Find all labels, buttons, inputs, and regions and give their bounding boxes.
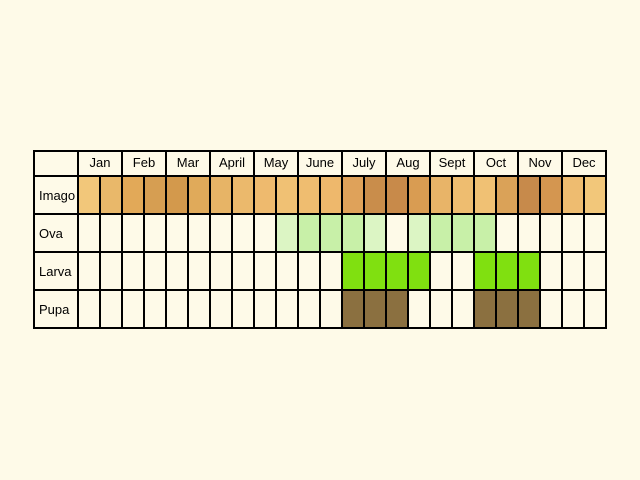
grid-lines xyxy=(33,150,607,329)
stage-cell-imago-0 xyxy=(78,176,101,214)
month-label: Oct xyxy=(486,155,507,170)
stage-cell-imago-11 xyxy=(320,176,343,214)
month-label: Aug xyxy=(396,155,419,170)
stage-cell-imago-16 xyxy=(430,176,453,214)
stage-cell-ova-10 xyxy=(298,214,321,252)
month-label: Mar xyxy=(177,155,200,170)
stage-cell-imago-13 xyxy=(364,176,387,214)
stage-cell-imago-6 xyxy=(210,176,233,214)
stage-cell-pupa-20 xyxy=(518,290,541,328)
month-label: Dec xyxy=(572,155,596,170)
stage-fill-layer xyxy=(78,176,607,328)
stage-cell-larva-12 xyxy=(342,252,365,290)
stage-cell-pupa-12 xyxy=(342,290,365,328)
stage-cell-pupa-13 xyxy=(364,290,387,328)
stage-cell-imago-17 xyxy=(452,176,475,214)
stage-cell-larva-15 xyxy=(408,252,431,290)
stage-cell-imago-21 xyxy=(540,176,563,214)
stage-cell-ova-17 xyxy=(452,214,475,252)
stage-cell-imago-5 xyxy=(188,176,211,214)
stage-cell-ova-13 xyxy=(364,214,387,252)
stage-cell-imago-1 xyxy=(100,176,123,214)
stage-cell-imago-19 xyxy=(496,176,519,214)
stage-cell-imago-4 xyxy=(166,176,189,214)
stage-cell-imago-18 xyxy=(474,176,497,214)
stage-cell-imago-7 xyxy=(232,176,255,214)
stage-label-pupa: Pupa xyxy=(39,302,70,317)
stage-cell-ova-16 xyxy=(430,214,453,252)
stage-cell-ova-12 xyxy=(342,214,365,252)
stage-cell-larva-18 xyxy=(474,252,497,290)
stage-cell-imago-12 xyxy=(342,176,365,214)
stage-cell-ova-9 xyxy=(276,214,299,252)
stage-cell-larva-14 xyxy=(386,252,409,290)
month-label: Sept xyxy=(439,155,466,170)
stage-cell-ova-11 xyxy=(320,214,343,252)
stage-label-ova: Ova xyxy=(39,226,64,241)
stage-cell-imago-23 xyxy=(584,176,607,214)
stage-cell-imago-22 xyxy=(562,176,585,214)
month-label: July xyxy=(352,155,376,170)
stage-label-imago: Imago xyxy=(39,188,75,203)
stage-cell-ova-18 xyxy=(474,214,497,252)
stage-cell-larva-19 xyxy=(496,252,519,290)
stage-cell-larva-13 xyxy=(364,252,387,290)
stage-cell-larva-20 xyxy=(518,252,541,290)
month-label: Nov xyxy=(528,155,552,170)
stage-cell-imago-3 xyxy=(144,176,167,214)
month-label: Feb xyxy=(133,155,155,170)
month-label: June xyxy=(306,155,334,170)
stage-cell-ova-15 xyxy=(408,214,431,252)
month-label: April xyxy=(219,155,245,170)
month-label: May xyxy=(264,155,289,170)
stage-cell-pupa-14 xyxy=(386,290,409,328)
stage-cell-imago-15 xyxy=(408,176,431,214)
label-layer: Jan Feb Mar April May June July Aug Sept Oct Nov De… xyxy=(39,155,596,317)
stage-cell-imago-20 xyxy=(518,176,541,214)
stage-label-larva: Larva xyxy=(39,264,72,279)
stage-cell-pupa-18 xyxy=(474,290,497,328)
month-label: Jan xyxy=(90,155,111,170)
stage-cell-imago-9 xyxy=(276,176,299,214)
stage-cell-imago-14 xyxy=(386,176,409,214)
stage-cell-imago-2 xyxy=(122,176,145,214)
stage-cell-imago-8 xyxy=(254,176,277,214)
stage-cell-imago-10 xyxy=(298,176,321,214)
stage-cell-pupa-19 xyxy=(496,290,519,328)
